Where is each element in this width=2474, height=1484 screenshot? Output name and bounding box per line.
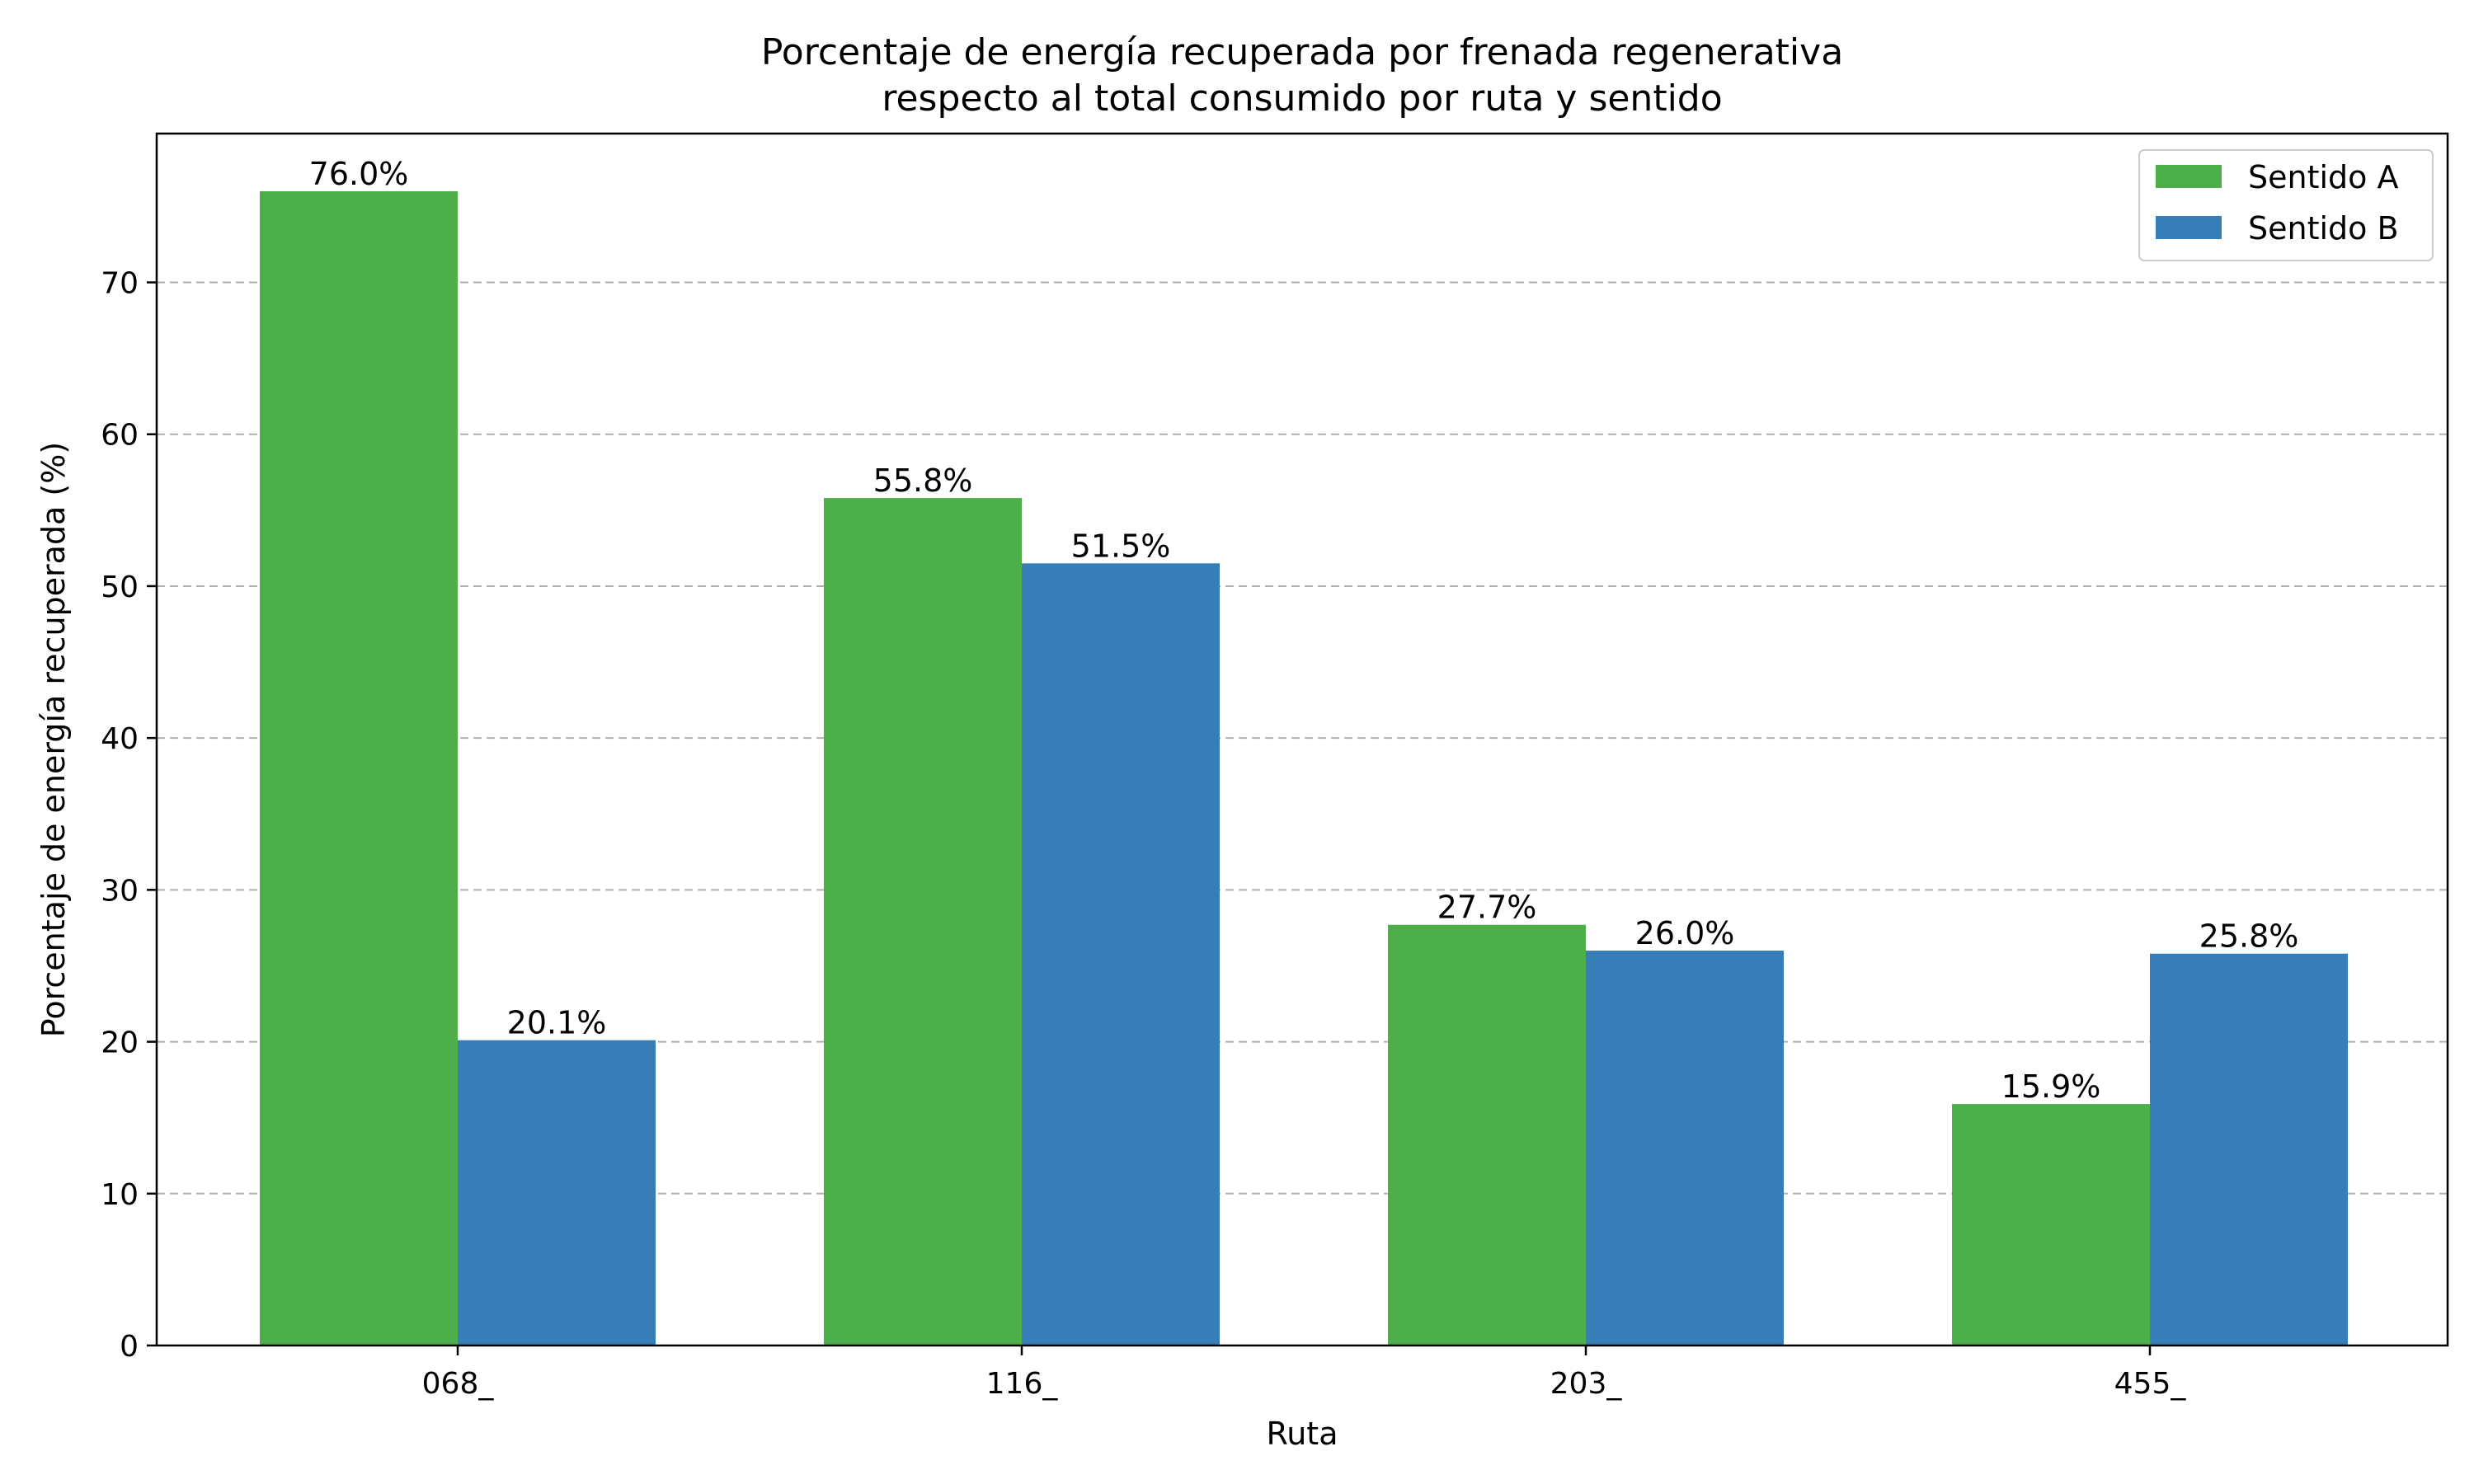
legend-label-sentido-b: Sentido B: [2248, 210, 2399, 247]
bar-sentido-a-116_: [824, 498, 1022, 1346]
x-axis-label: Ruta: [1267, 1416, 1338, 1452]
data-labels: 76.0% 20.1% 55.8% 51.5% 27.7% 26.0% 15.9% 25.8%: [309, 156, 2299, 1105]
legend: Sentido A Sentido B: [2138, 149, 2434, 261]
chart-title-line-2: respecto al total consumido por ruta y s…: [882, 77, 1722, 120]
bar-sentido-a-203_: [1388, 924, 1586, 1345]
y-axis-label: Porcentaje de energía recuperada (%): [35, 442, 72, 1037]
y-axis-ticks: 0 10 20 30 40 50 60 70: [101, 267, 157, 1364]
y-tick-label-10: 10: [101, 1178, 139, 1212]
y-tick-label-0: 0: [120, 1330, 139, 1364]
y-tick-label-20: 20: [101, 1026, 139, 1060]
y-tick-label-40: 40: [101, 722, 139, 756]
bar-sentido-b-455_: [2150, 953, 2348, 1345]
chart-title-line-1: Porcentaje de energía recuperada por fre…: [761, 31, 1843, 73]
legend-label-sentido-a: Sentido A: [2248, 159, 2399, 195]
y-tick-label-60: 60: [101, 419, 139, 453]
data-label-sentido-a-455_: 15.9%: [2001, 1068, 2101, 1105]
bar-sentido-b-203_: [1586, 951, 1784, 1345]
plot-frame: [155, 132, 2449, 1347]
x-tick-label-455_: 455_: [2114, 1367, 2187, 1401]
y-tick-label-70: 70: [101, 267, 139, 301]
y-tick-label-50: 50: [101, 571, 139, 604]
data-label-sentido-b-068_: 20.1%: [507, 1005, 607, 1041]
data-label-sentido-b-203_: 26.0%: [1635, 915, 1735, 951]
y-tick-label-30: 30: [101, 874, 139, 908]
data-label-sentido-a-068_: 76.0%: [309, 156, 409, 192]
x-tick-label-068_: 068_: [422, 1367, 495, 1401]
x-tick-label-203_: 203_: [1550, 1367, 1623, 1401]
legend-swatch-sentido-a: [2156, 165, 2222, 188]
bars: [260, 191, 2348, 1346]
data-label-sentido-b-116_: 51.5%: [1071, 528, 1171, 564]
data-label-sentido-a-116_: 55.8%: [873, 463, 973, 499]
data-label-sentido-a-203_: 27.7%: [1437, 890, 1537, 926]
bar-sentido-a-455_: [1952, 1104, 2150, 1345]
x-axis-ticks: 068_ 116_ 203_ 455_: [422, 1345, 2187, 1401]
bar-sentido-a-068_: [260, 191, 458, 1345]
data-label-sentido-b-455_: 25.8%: [2199, 918, 2299, 955]
bar-sentido-b-116_: [1022, 563, 1220, 1345]
legend-swatch-sentido-b: [2156, 216, 2222, 239]
x-tick-label-116_: 116_: [986, 1367, 1059, 1401]
bar-sentido-b-068_: [458, 1040, 656, 1345]
